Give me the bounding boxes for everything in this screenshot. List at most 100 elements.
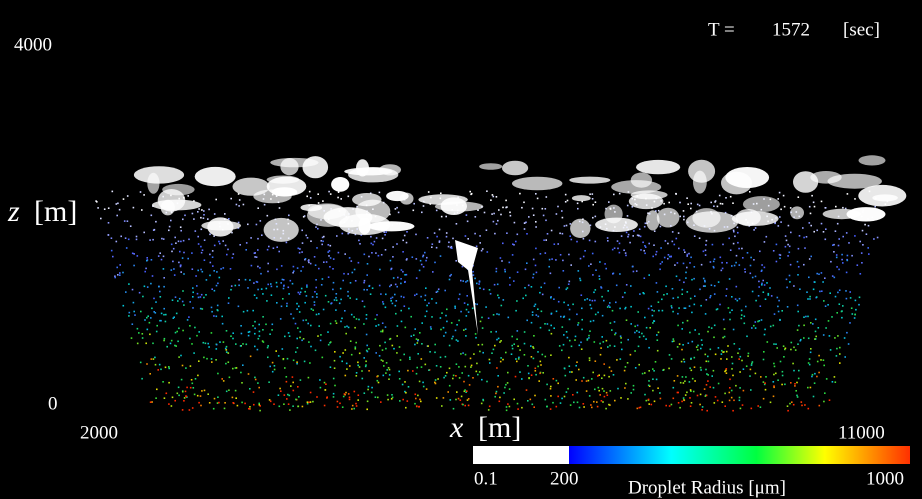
droplet <box>686 266 688 269</box>
droplet <box>283 284 285 287</box>
droplet <box>686 197 688 199</box>
droplet <box>735 254 738 257</box>
droplet <box>535 247 537 250</box>
droplet <box>594 215 597 218</box>
droplet <box>400 269 403 271</box>
droplet <box>649 327 651 329</box>
droplet <box>212 265 214 267</box>
droplet <box>653 244 655 246</box>
droplet <box>532 258 535 261</box>
droplet <box>614 332 617 334</box>
droplet <box>165 313 167 316</box>
droplet <box>296 337 298 340</box>
droplet <box>150 259 153 261</box>
droplet <box>271 370 274 373</box>
droplet <box>700 369 702 371</box>
droplet <box>666 293 668 295</box>
droplet <box>709 261 712 263</box>
droplet <box>762 381 765 383</box>
droplet <box>564 374 567 377</box>
droplet <box>607 290 609 292</box>
droplet <box>625 231 628 234</box>
droplet <box>139 361 142 364</box>
droplet <box>327 276 330 278</box>
droplet <box>163 337 166 340</box>
droplet <box>180 271 182 273</box>
droplet <box>647 398 650 401</box>
droplet <box>384 249 387 251</box>
droplet <box>192 307 194 309</box>
droplet <box>712 386 715 389</box>
droplet <box>770 295 773 297</box>
droplet <box>219 341 221 343</box>
droplet <box>563 367 566 370</box>
droplet <box>238 279 240 281</box>
droplet <box>723 328 726 330</box>
droplet <box>302 266 304 268</box>
droplet <box>217 396 219 398</box>
droplet <box>127 238 130 241</box>
droplet <box>513 244 515 246</box>
droplet <box>479 320 482 323</box>
droplet <box>576 313 578 316</box>
droplet <box>323 261 325 263</box>
droplet <box>500 340 502 342</box>
droplet <box>516 271 519 273</box>
droplet <box>441 312 443 314</box>
droplet <box>697 344 699 347</box>
droplet <box>215 315 218 318</box>
droplet <box>727 307 730 309</box>
droplet <box>632 270 635 273</box>
droplet <box>667 257 669 260</box>
droplet <box>790 382 792 384</box>
droplet <box>245 242 248 244</box>
droplet <box>329 322 332 325</box>
droplet <box>800 401 803 403</box>
droplet <box>345 362 348 365</box>
droplet <box>371 386 373 389</box>
droplet <box>691 377 694 380</box>
droplet <box>594 240 597 243</box>
droplet <box>424 294 427 297</box>
droplet <box>462 280 464 282</box>
droplet <box>472 270 474 273</box>
droplet <box>213 213 216 215</box>
droplet <box>359 243 361 245</box>
droplet <box>798 369 800 372</box>
droplet <box>389 259 392 262</box>
droplet <box>534 367 537 370</box>
droplet <box>593 291 595 294</box>
droplet <box>381 329 384 332</box>
droplet <box>837 291 839 294</box>
droplet <box>439 356 442 359</box>
droplet <box>228 297 230 299</box>
droplet <box>391 302 394 305</box>
droplet <box>593 400 595 403</box>
droplet <box>422 266 425 268</box>
droplet <box>249 406 251 408</box>
droplet <box>404 274 406 276</box>
droplet <box>496 283 499 286</box>
droplet <box>607 240 609 242</box>
droplet <box>577 270 580 272</box>
droplet <box>777 379 779 381</box>
droplet <box>725 288 728 290</box>
cloud-blob <box>790 206 804 220</box>
droplet <box>803 324 805 327</box>
droplet <box>597 311 599 314</box>
droplet <box>636 234 639 236</box>
droplet <box>310 240 312 242</box>
droplet <box>375 237 378 239</box>
droplet <box>726 262 728 264</box>
droplet <box>398 378 401 380</box>
droplet <box>494 232 496 235</box>
droplet <box>386 369 388 371</box>
droplet <box>353 268 356 271</box>
droplet <box>507 403 509 405</box>
droplet <box>131 323 134 325</box>
droplet <box>183 400 185 402</box>
droplet <box>845 290 847 292</box>
droplet <box>682 210 685 212</box>
droplet <box>694 380 696 382</box>
droplet <box>361 300 364 302</box>
